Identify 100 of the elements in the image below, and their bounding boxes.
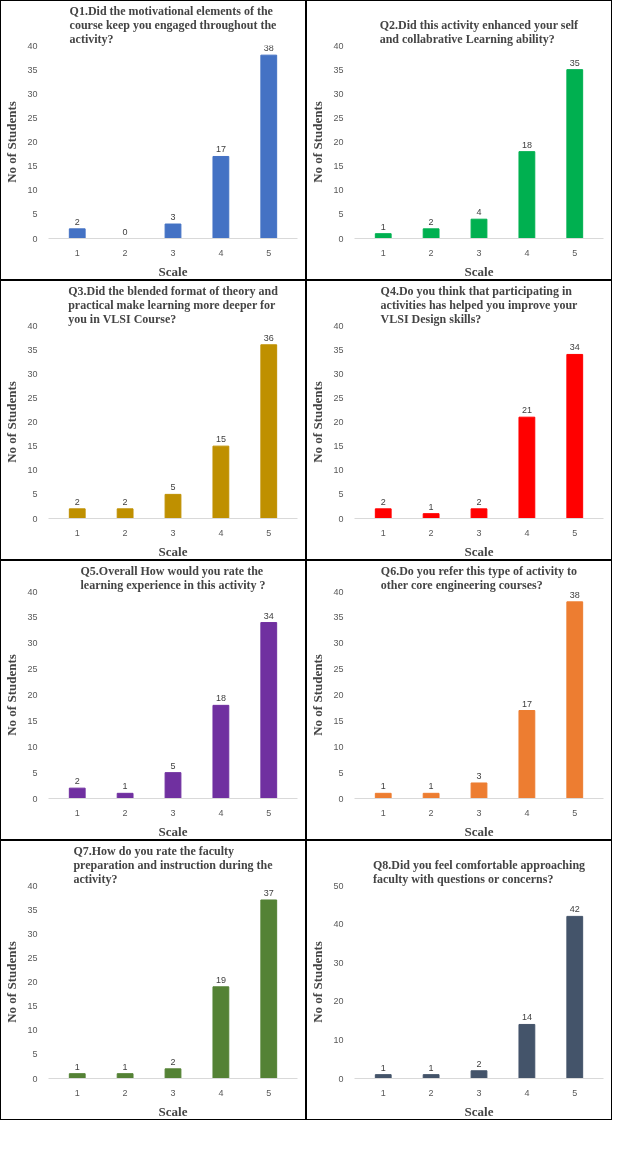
- data-label: 2: [476, 496, 482, 507]
- chart-title: Q5.Overall How would you rate the learning experience in this activity ?: [80, 563, 266, 592]
- y-tick-label: 30: [27, 368, 38, 379]
- data-label: 2: [74, 216, 80, 227]
- data-label: 2: [74, 776, 80, 787]
- y-tick-label: 20: [27, 977, 38, 987]
- data-label: 18: [521, 139, 532, 150]
- data-label: 17: [215, 144, 226, 155]
- y-tick-label: 40: [333, 40, 344, 51]
- data-label: 2: [380, 496, 386, 507]
- x-tick-label: 1: [380, 807, 386, 818]
- data-label: 1: [428, 1062, 434, 1073]
- y-tick-label: 20: [333, 137, 344, 147]
- x-tick-label: 3: [170, 1087, 176, 1098]
- chart-title: Q8.Did you feel comfortable approaching faculty with questions or concerns?: [372, 857, 586, 886]
- y-tick-label: 10: [27, 465, 38, 476]
- y-tick-label: 25: [333, 112, 344, 123]
- data-label: 1: [428, 501, 434, 512]
- y-tick-label: 40: [333, 586, 344, 597]
- y-tick-label: 15: [333, 161, 344, 172]
- data-label: 2: [428, 216, 434, 227]
- y-tick-label: 10: [27, 741, 38, 752]
- y-tick-label: 20: [333, 690, 344, 700]
- data-label: 18: [215, 693, 226, 704]
- data-label: 38: [569, 589, 580, 600]
- y-tick-label: 0: [32, 233, 38, 244]
- y-tick-label: 30: [333, 638, 344, 649]
- y-tick-label: 40: [333, 320, 344, 331]
- data-label: 38: [263, 43, 274, 54]
- y-tick-label: 30: [333, 368, 344, 379]
- y-tick-label: 40: [27, 880, 38, 891]
- y-axis-title: No of Students: [310, 941, 326, 1023]
- y-axis-title: No of Students: [310, 101, 326, 183]
- x-tick-label: 5: [572, 1087, 578, 1098]
- y-tick-label: 25: [27, 112, 38, 123]
- data-label: 36: [263, 332, 274, 343]
- data-label: 1: [380, 781, 386, 792]
- y-tick-label: 35: [333, 612, 344, 623]
- data-label: 34: [569, 342, 580, 353]
- y-tick-label: 0: [338, 513, 344, 524]
- x-tick-label: 3: [476, 807, 482, 818]
- y-tick-label: 15: [333, 715, 344, 726]
- y-tick-label: 30: [27, 928, 38, 939]
- x-tick-label: 5: [572, 247, 578, 258]
- x-tick-label: 5: [572, 527, 578, 538]
- y-tick-label: 25: [333, 664, 344, 675]
- x-tick-label: 1: [380, 1087, 386, 1098]
- x-tick-label: 3: [476, 527, 482, 538]
- y-tick-label: 0: [338, 233, 344, 244]
- y-tick-label: 25: [27, 392, 38, 403]
- y-tick-label: 0: [32, 1073, 38, 1084]
- x-tick-label: 2: [428, 1087, 434, 1098]
- y-tick-label: 5: [338, 209, 344, 220]
- x-tick-label: 2: [428, 247, 434, 258]
- data-label: 17: [521, 698, 532, 709]
- y-tick-label: 35: [27, 344, 38, 355]
- chart-title: Q2.Did this activity enhanced your self and collabrative Learning ability?: [379, 17, 580, 46]
- data-label: 2: [122, 496, 128, 507]
- y-tick-label: 5: [32, 1049, 38, 1060]
- chart-title: Q4.Do you think that participating in activities has helped you improve your VLSI Design skills?: [380, 283, 579, 326]
- x-tick-label: 1: [74, 247, 80, 258]
- x-axis-title: Scale: [158, 823, 188, 839]
- data-label: 2: [74, 496, 80, 507]
- data-label: 4: [476, 207, 482, 218]
- y-axis-title: No of Students: [4, 381, 20, 463]
- x-tick-label: 1: [380, 247, 386, 258]
- data-label: 5: [170, 760, 176, 771]
- y-tick-label: 20: [333, 417, 344, 427]
- x-axis-title: Scale: [464, 1103, 494, 1119]
- data-label: 1: [122, 1061, 128, 1072]
- data-label: 14: [521, 1012, 532, 1023]
- x-tick-label: 4: [218, 247, 224, 258]
- x-axis-title: Scale: [464, 823, 494, 839]
- x-axis-title: Scale: [158, 543, 188, 559]
- y-tick-label: 40: [333, 919, 344, 930]
- y-tick-label: 15: [27, 715, 38, 726]
- x-axis-title: Scale: [464, 263, 494, 279]
- y-tick-label: 20: [333, 996, 344, 1007]
- chart-title: Q7.How do you rate the faculty preparation and instruction during the activity?: [73, 843, 274, 886]
- y-tick-label: 30: [333, 957, 344, 968]
- y-tick-label: 10: [333, 741, 344, 752]
- y-tick-label: 0: [32, 793, 38, 804]
- data-label: 3: [476, 770, 482, 781]
- x-tick-label: 3: [170, 807, 176, 818]
- y-axis-title: No of Students: [4, 101, 20, 183]
- y-tick-label: 25: [27, 664, 38, 675]
- y-tick-label: 5: [338, 489, 344, 500]
- y-tick-label: 35: [27, 904, 38, 915]
- data-label: 1: [380, 1062, 386, 1073]
- x-tick-label: 3: [476, 247, 482, 258]
- chart-title: Q3.Did the blended format of theory and practical make learning more deeper for you in VLSI Course?: [68, 283, 279, 326]
- chart-title: Q6.Do you refer this type of activity to other core engineering courses?: [380, 563, 577, 592]
- x-axis-title: Scale: [158, 263, 188, 279]
- y-tick-label: 5: [32, 767, 38, 778]
- x-tick-label: 5: [266, 527, 272, 538]
- x-tick-label: 1: [74, 527, 80, 538]
- y-tick-label: 40: [27, 586, 38, 597]
- data-label: 34: [263, 610, 274, 621]
- y-tick-label: 35: [333, 64, 344, 75]
- data-label: 35: [569, 57, 580, 68]
